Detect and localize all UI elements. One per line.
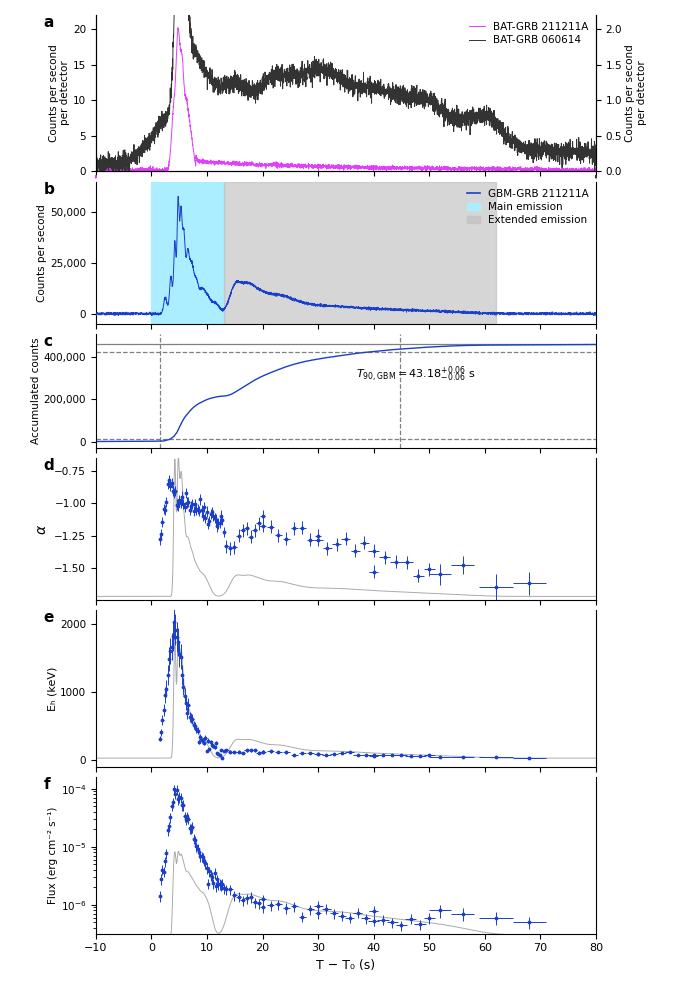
Text: f: f (43, 778, 50, 792)
Y-axis label: Eₕ (keV): Eₕ (keV) (47, 667, 58, 711)
BAT-GRB 211211A (199, 154, 208, 166)
BAT-GRB 060614 (592, 157, 600, 169)
BAT-GRB 211211A (395, 163, 403, 175)
BAT-GRB 060614 (592, 149, 600, 161)
Legend: GBM-GRB 211211A, Main emission, Extended emission: GBM-GRB 211211A, Main emission, Extended… (465, 187, 590, 227)
Line: BAT-GRB 211211A: BAT-GRB 211211A (96, 28, 596, 171)
Y-axis label: α: α (35, 525, 49, 534)
BAT-GRB 211211A (94, 165, 102, 177)
Bar (151, 182, 224, 324)
Y-axis label: Accumulated counts: Accumulated counts (31, 338, 41, 445)
Text: a: a (43, 15, 53, 30)
Legend: BAT-GRB 211211A, BAT-GRB 060614: BAT-GRB 211211A, BAT-GRB 060614 (467, 20, 590, 47)
Y-axis label: Counts per second
per detector: Counts per second per detector (49, 44, 70, 142)
BAT-GRB 060614 (92, 141, 100, 153)
BAT-GRB 211211A (592, 163, 600, 175)
Line: BAT-GRB 060614: BAT-GRB 060614 (96, 0, 596, 171)
BAT-GRB 211211A (592, 164, 600, 176)
Text: e: e (43, 611, 53, 625)
Y-axis label: Counts per second: Counts per second (37, 204, 47, 301)
Y-axis label: Counts per second
per detector: Counts per second per detector (625, 44, 647, 142)
BAT-GRB 060614 (545, 144, 553, 156)
Text: d: d (43, 458, 54, 473)
Text: $T_\mathrm{90,GBM} = 43.18^{+0.06}_{-0.06}$ s: $T_\mathrm{90,GBM} = 43.18^{+0.06}_{-0.0… (356, 364, 475, 383)
Text: c: c (43, 334, 52, 349)
BAT-GRB 060614 (395, 82, 403, 94)
BAT-GRB 060614 (232, 76, 240, 88)
BAT-GRB 060614 (403, 91, 412, 103)
BAT-GRB 060614 (199, 59, 208, 71)
Text: b: b (43, 182, 54, 197)
Bar (224, 182, 496, 324)
BAT-GRB 211211A (92, 164, 100, 176)
X-axis label: T − T₀ (s): T − T₀ (s) (316, 959, 375, 972)
Y-axis label: Flux (erg cm⁻² s⁻¹): Flux (erg cm⁻² s⁻¹) (48, 806, 58, 904)
BAT-GRB 060614 (92, 165, 100, 177)
BAT-GRB 211211A (545, 164, 553, 176)
BAT-GRB 211211A (403, 161, 412, 173)
BAT-GRB 211211A (174, 22, 182, 34)
BAT-GRB 211211A (232, 158, 240, 170)
